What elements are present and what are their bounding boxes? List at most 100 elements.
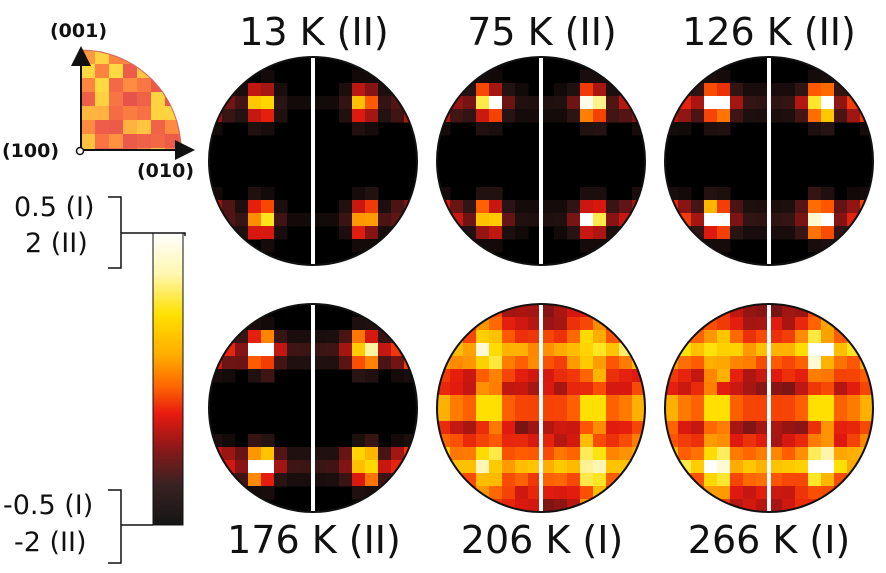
- sphere-cell: [365, 447, 379, 461]
- sphere-cell: [209, 473, 223, 487]
- sphere-cell: [606, 382, 620, 396]
- inset-cell: [95, 134, 109, 148]
- sphere-cell: [834, 434, 848, 448]
- sphere-cell: [860, 343, 873, 357]
- sphere-cell: [489, 395, 503, 409]
- inset-cell: [109, 106, 123, 120]
- sphere-cell: [834, 499, 848, 512]
- sphere-cell: [834, 369, 848, 383]
- sphere-cell: [554, 83, 568, 97]
- sphere-cell: [756, 434, 770, 448]
- sphere-cell: [704, 421, 718, 435]
- sphere-cell: [248, 200, 262, 214]
- sphere-cell: [437, 356, 451, 370]
- sphere-cell: [665, 304, 679, 318]
- sphere-cell: [261, 200, 275, 214]
- sphere-cell: [756, 369, 770, 383]
- sphere-cell: [450, 499, 464, 512]
- sphere-cell: [593, 226, 607, 240]
- sphere-cell: [704, 447, 718, 461]
- sphere-cell: [756, 226, 770, 240]
- sphere-cell: [261, 343, 275, 357]
- sphere-cell: [502, 486, 516, 500]
- colorbar: [152, 232, 184, 526]
- sphere-cell: [326, 356, 340, 370]
- sphere-cell: [554, 382, 568, 396]
- sphere-cell: [463, 434, 477, 448]
- sphere-cell: [808, 408, 822, 422]
- sphere-cell: [808, 239, 822, 253]
- sphere-cell: [489, 330, 503, 344]
- sphere-cell: [326, 460, 340, 474]
- sphere-cell: [782, 460, 796, 474]
- sphere-cell: [313, 447, 327, 461]
- sphere-cell: [756, 460, 770, 474]
- sphere-cell: [404, 83, 417, 97]
- sphere-cell: [463, 304, 477, 318]
- inset-cell: [81, 78, 95, 92]
- sphere-cell: [593, 109, 607, 123]
- inset-cell: [151, 50, 165, 64]
- sphere-cell: [528, 473, 542, 487]
- sphere-cell: [665, 486, 679, 500]
- sphere-cell: [404, 486, 417, 500]
- sphere-cell: [450, 421, 464, 435]
- sphere-cell: [691, 460, 705, 474]
- scale-top-I: 0.5 (I): [14, 192, 95, 223]
- sphere-cell: [476, 499, 490, 512]
- sphere-cell: [463, 447, 477, 461]
- sphere-cell: [528, 317, 542, 331]
- sphere-cell: [769, 434, 783, 448]
- sphere-cell: [769, 343, 783, 357]
- sphere-cell: [665, 395, 679, 409]
- sphere-cell: [730, 109, 744, 123]
- sphere-cell: [313, 356, 327, 370]
- sphere-cell: [300, 447, 314, 461]
- sphere-cell: [450, 369, 464, 383]
- sphere-cell: [769, 499, 783, 512]
- sphere-panel: [208, 51, 418, 271]
- sphere-cell: [717, 122, 731, 136]
- sphere-cell: [847, 486, 861, 500]
- sphere-cell: [515, 460, 529, 474]
- sphere-cell: [235, 96, 249, 110]
- sphere-cell: [515, 421, 529, 435]
- sphere-cell: [274, 447, 288, 461]
- sphere-cell: [704, 109, 718, 123]
- sphere-cell: [834, 343, 848, 357]
- sphere-cell: [502, 96, 516, 110]
- sphere-cell: [313, 343, 327, 357]
- sphere-cell: [756, 213, 770, 227]
- sphere-cell: [248, 122, 262, 136]
- sphere-cell: [326, 447, 340, 461]
- sphere-cell: [554, 395, 568, 409]
- sphere-cell: [528, 330, 542, 344]
- sphere-cell: [756, 317, 770, 331]
- inset-cell: [165, 120, 179, 134]
- sphere-cell: [567, 96, 581, 110]
- sphere-cell: [795, 343, 809, 357]
- panel-title-176K: 176 K (II): [227, 518, 401, 562]
- sphere-cell: [554, 200, 568, 214]
- sphere-cell: [730, 382, 744, 396]
- sphere-cell: [619, 499, 633, 512]
- sphere-cell: [476, 434, 490, 448]
- sphere-cell: [717, 109, 731, 123]
- sphere-cell: [463, 460, 477, 474]
- inset-cell: [109, 78, 123, 92]
- sphere-cell: [248, 369, 262, 383]
- sphere-cell: [678, 421, 692, 435]
- sphere-cell: [261, 434, 275, 448]
- sphere-cell: [847, 395, 861, 409]
- sphere-cell: [287, 343, 301, 357]
- sphere-cell: [352, 239, 366, 253]
- sphere-cell: [769, 369, 783, 383]
- inset-quarter-map: [80, 49, 182, 151]
- sphere-cell: [554, 226, 568, 240]
- sphere-cell: [782, 395, 796, 409]
- sphere-cell: [261, 473, 275, 487]
- sphere-cell: [847, 304, 861, 318]
- sphere-cell: [580, 122, 594, 136]
- sphere-cell: [502, 330, 516, 344]
